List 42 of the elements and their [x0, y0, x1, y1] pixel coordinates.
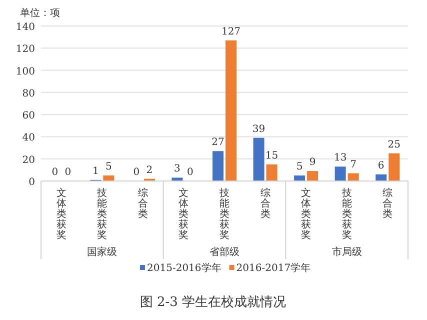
text: 市局级 [332, 246, 362, 258]
y-tick-label: 80 [22, 88, 35, 100]
legend-label: 2016-2017学年 [236, 262, 311, 274]
x-tick-label: 技能类获奖 [340, 187, 352, 241]
data-label: 39 [252, 124, 266, 135]
data-label: 9 [309, 157, 316, 168]
x-tick-label: 技能类获奖 [96, 187, 108, 241]
data-label: 7 [350, 159, 357, 170]
data-label: 27 [212, 137, 224, 148]
x-tick-label: 综合类 [138, 187, 148, 220]
x-tick-label: 文体类获奖 [301, 187, 312, 241]
data-label: 5 [296, 161, 303, 172]
data-label: 3 [174, 164, 180, 175]
text: 省部级 [210, 246, 240, 258]
y-tick-label: 100 [16, 66, 35, 78]
y-tick-label: 0 [28, 177, 35, 188]
data-label: 0 [64, 167, 72, 178]
data-label: 0 [52, 167, 58, 178]
y-tick-label: 140 [16, 22, 35, 33]
data-label: 25 [388, 139, 400, 150]
data-label: 15 [265, 150, 278, 162]
x-tick-label: 文体类获奖 [56, 187, 66, 241]
data-label: 1 [92, 166, 99, 177]
text: 单位：项 [20, 7, 60, 19]
y-tick-label: 60 [22, 110, 35, 122]
data-label: 6 [378, 160, 384, 172]
text: 图 2-3 学生在校成就情况 [140, 295, 286, 310]
data-label: 127 [221, 26, 241, 38]
legend-label: 2015-2016学年 [147, 262, 222, 274]
x-tick-label: 综合类 [382, 187, 393, 220]
x-tick-label: 文体类获奖 [178, 187, 189, 241]
x-tick-label: 综合类 [260, 187, 270, 220]
data-label: 0 [187, 167, 194, 178]
x-tick-label: 技能类获奖 [218, 187, 230, 241]
data-label: 2 [146, 164, 153, 176]
text: 国家级 [87, 246, 118, 258]
y-tick-label: 20 [22, 154, 35, 166]
data-label: 0 [133, 167, 140, 178]
y-tick-label: 40 [22, 132, 35, 144]
data-label: 5 [105, 161, 112, 172]
y-tick-label: 120 [16, 44, 35, 56]
data-label: 13 [334, 152, 347, 164]
